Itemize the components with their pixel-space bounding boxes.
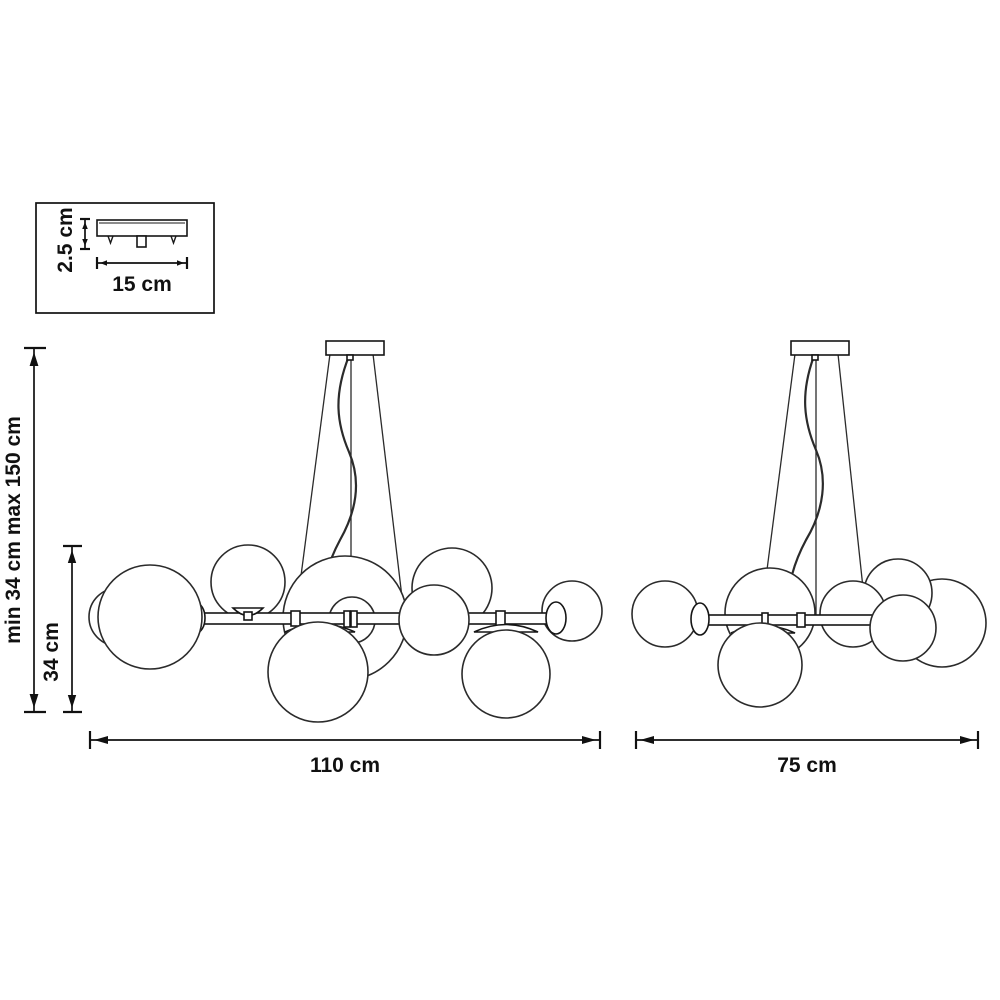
detail-width-arrow-left [100,260,107,266]
front-arm-center-node-2 [350,610,358,628]
side-width-arrow-right [960,736,974,744]
front-globe-left-large [97,564,203,670]
detail-width-dimension: 15 cm [95,257,189,296]
front-width-arrow-left [94,736,108,744]
fixture-arrow-down [67,695,77,708]
front-socket-cup-lower-right [473,623,539,633]
front-globe-mid-right [398,584,470,656]
side-cable-right [837,353,867,617]
canopy-hook-right [170,235,177,246]
front-cable-right [372,353,405,615]
fixture-height-label: 34 cm [40,622,63,682]
suspension-height-label: min 34 cm max 150 cm [2,416,25,644]
canopy-center-tab [136,235,147,248]
side-arm-joint [796,612,806,628]
side-width-dimension: 75 cm [634,731,980,777]
detail-height-label: 2.5 cm [54,207,77,272]
side-elevation-group [631,340,987,708]
side-globe-front-right [869,594,937,662]
suspension-height-dimension: min 34 cm max 150 cm [2,346,46,714]
front-cable-left [295,353,331,615]
front-socket-cup-far-right [545,601,567,635]
front-elevation-group [88,340,603,723]
side-canopy-outlet [811,354,819,361]
detail-height-dimension: 2.5 cm [54,207,90,273]
front-arm-joint-left [290,610,301,627]
front-width-label: 110 cm [310,754,380,777]
canopy-detail-group: 2.5 cm 15 cm [35,202,215,314]
canopy-hook-left [107,235,114,246]
fixture-height-dimension: 34 cm [40,544,82,714]
canopy-body [96,219,188,237]
front-width-arrow-right [582,736,596,744]
suspension-arrow-up [29,352,39,366]
side-globe-far-left [631,580,699,648]
canopy-detail-frame [35,202,215,314]
side-globe-bottom [717,622,803,708]
detail-width-label: 15 cm [112,273,172,296]
detail-width-arrow-right [177,260,184,266]
front-canopy-outlet [346,354,354,361]
side-width-label: 75 cm [777,754,837,777]
front-canopy [325,340,385,356]
front-globe-bottom-right [461,629,551,719]
front-width-dimension: 110 cm [88,731,602,777]
front-socket-stem-upper-left [243,611,253,621]
front-arm-center-node [343,610,351,628]
side-canopy [790,340,850,356]
side-socket-cup-left [690,602,710,636]
suspension-arrow-down [29,694,39,708]
detail-height-arrow-down [82,239,88,246]
detail-height-arrow-up [82,222,88,229]
side-width-arrow-left [640,736,654,744]
fixture-arrow-up [67,550,77,563]
front-globe-bottom-left [267,621,369,723]
